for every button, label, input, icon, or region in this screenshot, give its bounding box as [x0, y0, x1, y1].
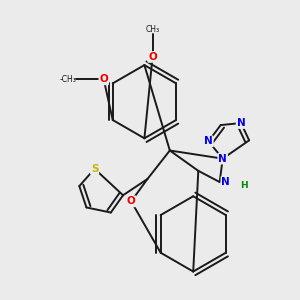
- Text: CH₃: CH₃: [146, 25, 160, 34]
- Text: S: S: [91, 164, 98, 174]
- Text: N: N: [218, 154, 227, 164]
- Text: O: O: [99, 74, 108, 84]
- Text: -CH₃: -CH₃: [59, 75, 76, 84]
- Text: O: O: [148, 52, 157, 62]
- Text: H: H: [240, 181, 247, 190]
- Text: O: O: [127, 196, 136, 206]
- Text: N: N: [221, 177, 230, 187]
- Text: N: N: [237, 118, 245, 128]
- Text: N: N: [204, 136, 213, 146]
